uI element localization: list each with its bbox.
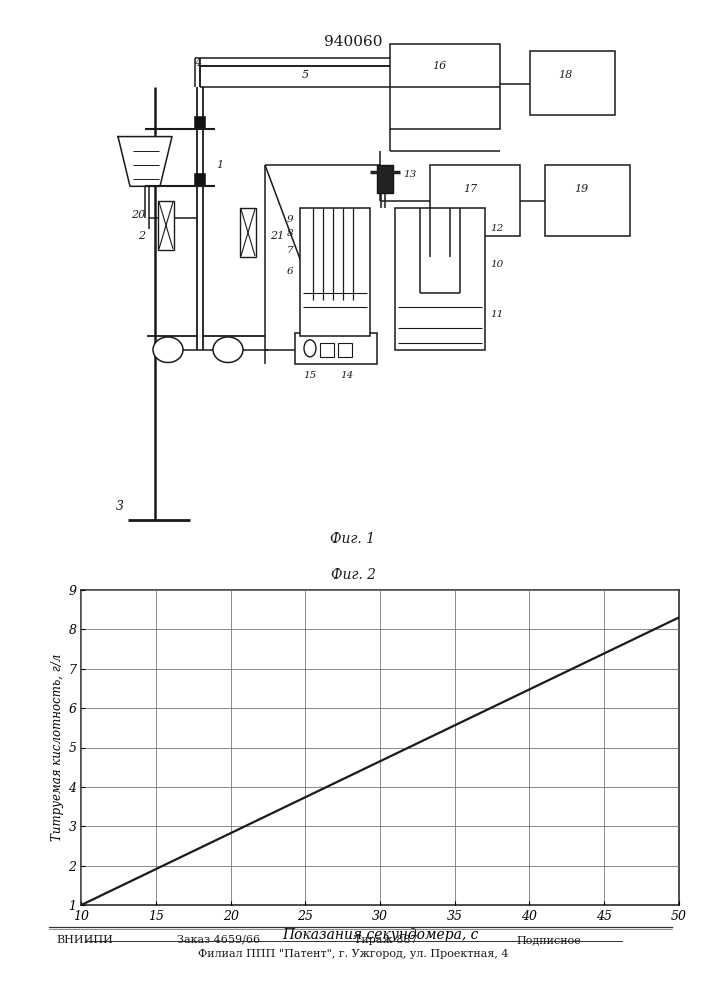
Text: 15: 15 bbox=[303, 371, 317, 380]
Text: 6: 6 bbox=[286, 267, 293, 276]
Text: 19: 19 bbox=[574, 184, 588, 194]
Text: Подписное: Подписное bbox=[516, 935, 581, 945]
Text: 16: 16 bbox=[432, 61, 446, 71]
Bar bbox=[300, 208, 370, 336]
Text: 12: 12 bbox=[490, 224, 503, 233]
Bar bbox=[320, 343, 334, 357]
Bar bbox=[530, 51, 615, 115]
Text: 7: 7 bbox=[286, 246, 293, 255]
Text: 940060: 940060 bbox=[325, 35, 382, 49]
Text: ВНИИПИ: ВНИИПИ bbox=[57, 935, 113, 945]
Bar bbox=[338, 343, 352, 357]
Text: Филиал ППП "Патент", г. Ужгород, ул. Проектная, 4: Филиал ППП "Патент", г. Ужгород, ул. Про… bbox=[198, 949, 509, 959]
Bar bbox=[295, 333, 377, 364]
X-axis label: Показания секундомера, с: Показания секундомера, с bbox=[282, 928, 478, 942]
Text: 1: 1 bbox=[216, 160, 223, 170]
Text: 2: 2 bbox=[138, 231, 145, 241]
Text: 14: 14 bbox=[340, 371, 354, 380]
Text: 20: 20 bbox=[131, 210, 145, 220]
Bar bbox=[390, 44, 500, 129]
Circle shape bbox=[304, 340, 316, 357]
Text: 8: 8 bbox=[286, 229, 293, 238]
Bar bbox=[430, 165, 520, 236]
Bar bbox=[545, 165, 630, 236]
Text: 10: 10 bbox=[490, 260, 503, 269]
Polygon shape bbox=[118, 137, 172, 186]
Bar bbox=[240, 208, 256, 257]
Ellipse shape bbox=[153, 337, 183, 363]
Bar bbox=[395, 208, 485, 350]
Text: 18: 18 bbox=[558, 70, 572, 80]
Text: Фиг. 1: Фиг. 1 bbox=[330, 532, 375, 546]
Bar bbox=[158, 201, 174, 250]
Text: 21: 21 bbox=[270, 231, 284, 241]
Text: 9: 9 bbox=[286, 215, 293, 224]
Bar bbox=[195, 174, 205, 186]
Text: Тираж 887: Тираж 887 bbox=[354, 935, 417, 945]
Y-axis label: Титруемая кислотность, г/л: Титруемая кислотность, г/л bbox=[52, 654, 64, 841]
Text: 11: 11 bbox=[490, 310, 503, 319]
Text: 5: 5 bbox=[301, 70, 308, 80]
Text: 3: 3 bbox=[116, 500, 124, 513]
Ellipse shape bbox=[213, 337, 243, 363]
Text: 4: 4 bbox=[194, 58, 201, 68]
Text: 13: 13 bbox=[403, 170, 416, 179]
Text: Заказ 4659/66: Заказ 4659/66 bbox=[177, 935, 260, 945]
Bar bbox=[377, 165, 393, 193]
Text: Фиг. 2: Фиг. 2 bbox=[331, 568, 376, 582]
Bar bbox=[195, 117, 205, 129]
Text: 17: 17 bbox=[463, 184, 477, 194]
